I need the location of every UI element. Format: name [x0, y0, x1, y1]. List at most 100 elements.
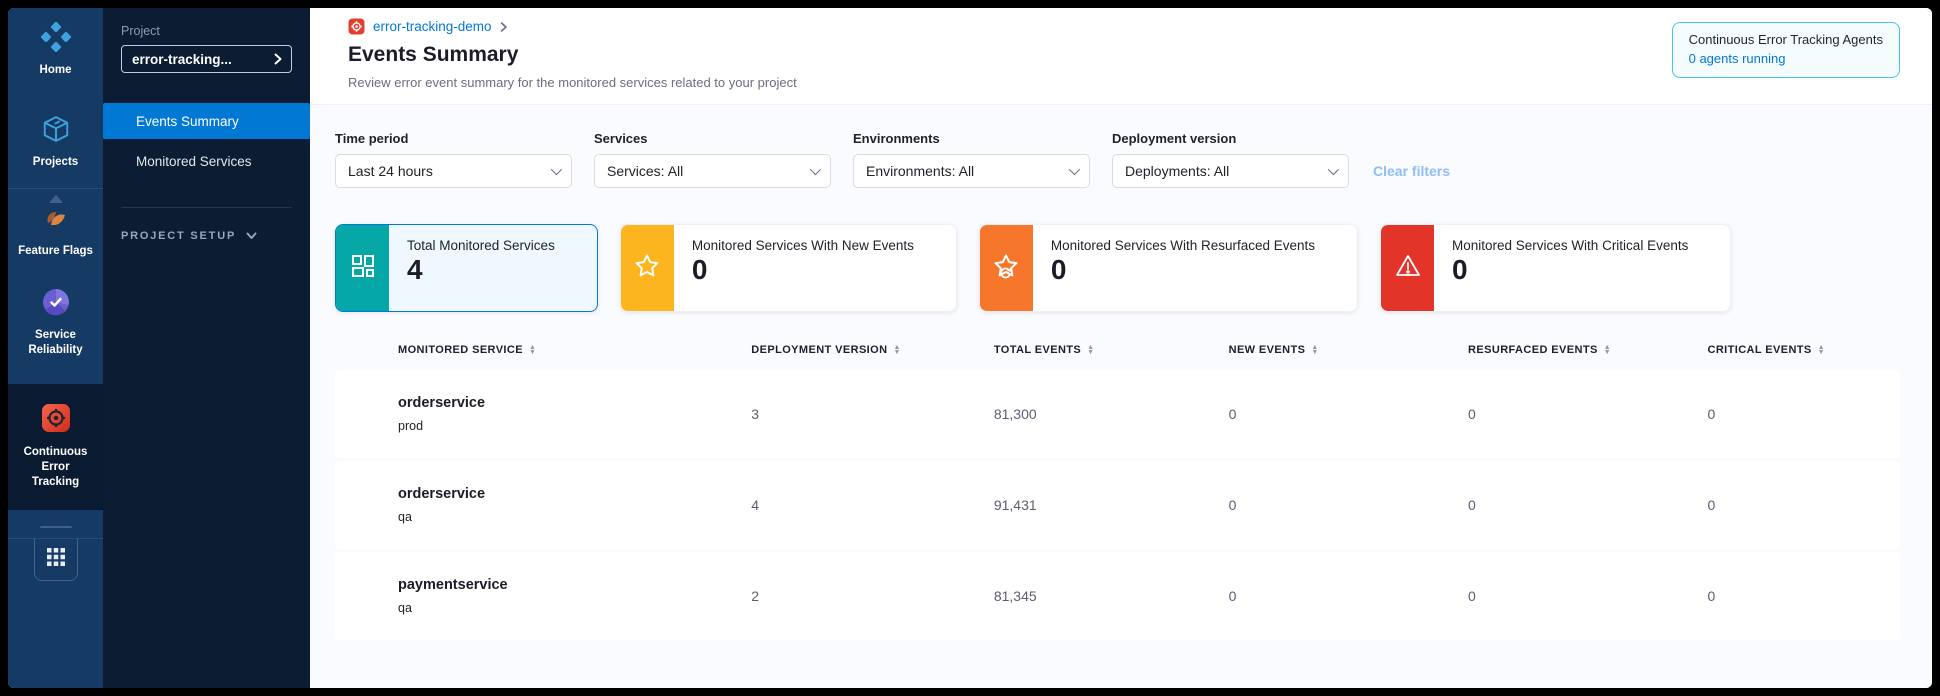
page-title: Events Summary — [348, 43, 519, 66]
column-label: Resurfaced Events — [1468, 344, 1598, 356]
page-content: Time period Last 24 hours Services Servi… — [310, 105, 1932, 688]
card-label: Monitored Services With Resurfaced Event… — [1050, 238, 1316, 253]
sidebar-active-section: Continuous Error Tracking — [8, 383, 103, 510]
column-label: New Events — [1228, 344, 1306, 356]
module-sidebar: Home Projects Feature Flags — [8, 8, 103, 688]
card-new-events[interactable]: Monitored Services With New Events 0 — [619, 224, 957, 312]
sidebar-item-projects[interactable]: Projects — [8, 114, 103, 170]
table-row[interactable]: orderservice prod 3 81,300 0 0 0 — [335, 370, 1900, 458]
scroll-up-caret-icon[interactable] — [48, 194, 63, 203]
breadcrumb-chevron-icon — [500, 21, 507, 32]
services-value: Services: All — [607, 163, 684, 179]
filter-environments: Environments Environments: All — [853, 131, 1090, 188]
service-name: orderservice — [398, 486, 486, 502]
column-header-new-events[interactable]: New Events ▲ ▼ — [1229, 344, 1468, 356]
project-setup-label: PROJECT SETUP — [121, 230, 237, 242]
project-setup-toggle[interactable]: PROJECT SETUP — [121, 230, 292, 242]
card-value: 4 — [407, 254, 423, 285]
chevron-down-icon — [1068, 163, 1081, 176]
critical-events-cell: 0 — [1707, 406, 1716, 422]
card-body: Monitored Services With Critical Events … — [1434, 225, 1730, 311]
sort-icon[interactable]: ▲ ▼ — [528, 344, 537, 356]
column-header-critical-events[interactable]: Critical Events ▲ ▼ — [1707, 344, 1899, 356]
new-events-cell: 0 — [1228, 588, 1237, 604]
summary-cards: Total Monitored Services 4 Monitored Ser — [335, 224, 1900, 312]
card-label: Total Monitored Services — [407, 238, 555, 253]
card-resurfaced-events[interactable]: Monitored Services With Resurfaced Event… — [978, 224, 1359, 312]
agents-box-title: Continuous Error Tracking Agents — [1688, 32, 1883, 47]
card-color-block — [979, 225, 1033, 311]
card-body: Total Monitored Services 4 — [389, 225, 597, 311]
services-select[interactable]: Services: All — [594, 154, 831, 188]
chevron-right-icon — [274, 53, 282, 65]
events-table: Monitored Service ▲ ▼ Deployment Version … — [335, 344, 1900, 640]
new-events-cell: 0 — [1228, 497, 1237, 513]
card-total-monitored-services[interactable]: Total Monitored Services 4 — [335, 224, 598, 312]
sidebar-item-home[interactable]: Home — [8, 21, 103, 78]
scroll-down-indicator — [39, 525, 72, 528]
deployment-version-cell: 4 — [751, 497, 760, 513]
sidebar-item-continuous-error-tracking[interactable]: Continuous Error Tracking — [8, 402, 103, 490]
service-cell: orderservice qa — [335, 486, 751, 524]
clear-filters-button[interactable]: Clear filters — [1373, 163, 1451, 179]
chevron-down-icon — [246, 232, 257, 239]
sidebar-item-label: Projects — [32, 155, 79, 168]
column-label: Total Events — [993, 344, 1082, 356]
table-row[interactable]: paymentservice qa 2 81,345 0 0 0 — [335, 552, 1900, 640]
breadcrumb-project-link[interactable]: error-tracking-demo — [373, 19, 492, 34]
apps-grid-icon — [46, 547, 66, 572]
card-value: 0 — [691, 254, 708, 285]
time-period-select[interactable]: Last 24 hours — [335, 154, 572, 188]
service-cell: paymentservice qa — [335, 577, 751, 615]
agents-status-box[interactable]: Continuous Error Tracking Agents 0 agent… — [1671, 22, 1900, 78]
nav-menu: Events Summary Monitored Services — [103, 103, 310, 179]
column-header-monitored-service[interactable]: Monitored Service ▲ ▼ — [335, 344, 751, 356]
filter-label: Services — [594, 131, 648, 146]
resurfaced-events-cell: 0 — [1468, 588, 1476, 604]
column-header-total-events[interactable]: Total Events ▲ ▼ — [994, 344, 1229, 356]
sidebar-item-label: Feature Flags — [18, 244, 93, 257]
chevron-down-icon — [809, 163, 822, 176]
critical-events-cell: 0 — [1707, 588, 1716, 604]
sidebar-item-label: Home — [39, 64, 72, 76]
projects-cube-icon — [41, 114, 71, 149]
page-subtitle: Review error event summary for the monit… — [348, 75, 797, 90]
card-color-block — [336, 225, 389, 311]
nav-item-events-summary[interactable]: Events Summary — [103, 103, 310, 139]
sort-icon[interactable]: ▲ ▼ — [1087, 344, 1095, 356]
sort-icon[interactable]: ▲ ▼ — [893, 344, 901, 356]
sort-icon[interactable]: ▲ ▼ — [1603, 344, 1612, 356]
card-label: Monitored Services With Critical Events — [1452, 238, 1689, 253]
environments-select[interactable]: Environments: All — [853, 154, 1090, 188]
filters-bar: Time period Last 24 hours Services Servi… — [335, 131, 1900, 188]
total-events-cell: 81,345 — [993, 588, 1037, 604]
deployments-select[interactable]: Deployments: All — [1112, 154, 1349, 188]
sidebar-divider — [8, 187, 103, 189]
time-period-value: Last 24 hours — [348, 163, 433, 179]
service-environment: qa — [398, 510, 412, 524]
project-selector[interactable]: error-tracking... — [121, 45, 292, 73]
agents-running-link[interactable]: 0 agents running — [1688, 51, 1786, 66]
new-events-cell: 0 — [1228, 406, 1237, 422]
sort-icon[interactable]: ▲ ▼ — [1817, 344, 1826, 356]
warning-triangle-icon — [1394, 252, 1422, 285]
sidebar-item-label: Continuous Error Tracking — [23, 445, 88, 488]
column-header-deployment-version[interactable]: Deployment Version ▲ ▼ — [751, 344, 994, 356]
apps-grid-button[interactable] — [33, 538, 78, 581]
card-body: Monitored Services With Resurfaced Event… — [1033, 225, 1357, 311]
sidebar-item-feature-flags[interactable]: Feature Flags — [8, 207, 103, 259]
table-row[interactable]: orderservice qa 4 91,431 0 0 0 — [335, 461, 1900, 549]
nav-divider — [121, 207, 292, 208]
deployments-value: Deployments: All — [1125, 163, 1230, 179]
sidebar-item-service-reliability[interactable]: Service Reliability — [8, 287, 103, 358]
sidebar-item-label: Service Reliability — [28, 328, 83, 356]
card-color-block — [620, 225, 674, 311]
project-selector-value: error-tracking... — [132, 51, 232, 67]
error-tracking-target-icon — [40, 402, 72, 439]
card-critical-events[interactable]: Monitored Services With Critical Events … — [1380, 224, 1732, 312]
column-header-resurfaced-events[interactable]: Resurfaced Events ▲ ▼ — [1468, 344, 1707, 356]
nav-item-monitored-services[interactable]: Monitored Services — [136, 153, 252, 169]
sort-icon[interactable]: ▲ ▼ — [1311, 344, 1319, 356]
star-resurfaced-icon — [992, 252, 1020, 285]
deployment-version-cell: 3 — [751, 406, 760, 422]
